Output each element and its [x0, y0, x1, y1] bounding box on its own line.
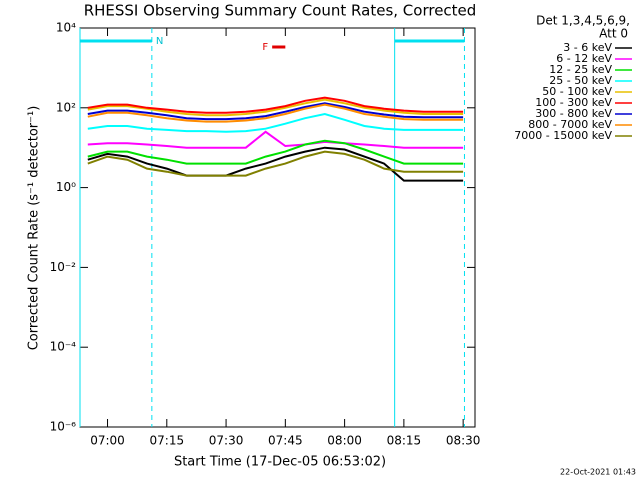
- y-tick-label: 10⁻²: [50, 260, 77, 274]
- series-line: [87, 150, 464, 177]
- series-line: [87, 102, 464, 121]
- series-line: [87, 96, 464, 114]
- series-line: [87, 98, 464, 117]
- legend-label: 7000 - 15000 keV: [514, 129, 612, 142]
- legend-label: 800 - 7000 keV: [528, 118, 612, 131]
- x-tick-label: 08:00: [327, 434, 362, 448]
- legend-label: 6 - 12 keV: [556, 52, 612, 65]
- y-tick-label: 10⁻⁴: [50, 340, 77, 354]
- x-tick-label: 08:15: [387, 434, 422, 448]
- legend-title: Att 0: [599, 27, 628, 41]
- series-line: [87, 130, 464, 149]
- y-tick-label: 10²: [56, 100, 76, 114]
- legend-label: 25 - 50 keV: [549, 74, 612, 87]
- x-tick-label: 07:30: [209, 434, 244, 448]
- y-tick-label: 10⁴: [56, 21, 76, 35]
- legend-title: Det 1,3,4,5,6,9,: [536, 14, 630, 28]
- legend-label: 100 - 300 keV: [535, 96, 612, 109]
- x-axis-label: Start Time (17-Dec-05 06:53:02): [174, 455, 386, 470]
- series-line: [87, 139, 464, 165]
- y-tick-label: 10⁻⁶: [50, 420, 77, 434]
- x-tick-label: 07:15: [150, 434, 185, 448]
- chart-title: RHESSI Observing Summary Count Rates, Co…: [84, 2, 477, 20]
- x-tick-label: 07:45: [268, 434, 303, 448]
- night-label: N: [156, 36, 163, 47]
- x-tick-label: 07:00: [90, 434, 125, 448]
- y-axis-label: Corrected Count Rate (s⁻¹ detector⁻¹): [27, 106, 42, 351]
- legend-label: 50 - 100 keV: [542, 85, 612, 98]
- y-tick-label: 10⁰: [56, 180, 76, 194]
- flare-label: F: [262, 42, 268, 53]
- x-tick-label: 08:30: [446, 434, 481, 448]
- series-line: [87, 112, 464, 133]
- series-line: [87, 103, 464, 123]
- legend-label: 12 - 25 keV: [549, 63, 612, 76]
- legend-label: 3 - 6 keV: [563, 41, 612, 54]
- legend-label: 300 - 800 keV: [535, 107, 612, 120]
- footer: 22-Oct-2021 01:43: [560, 468, 636, 477]
- series-line: [87, 146, 464, 182]
